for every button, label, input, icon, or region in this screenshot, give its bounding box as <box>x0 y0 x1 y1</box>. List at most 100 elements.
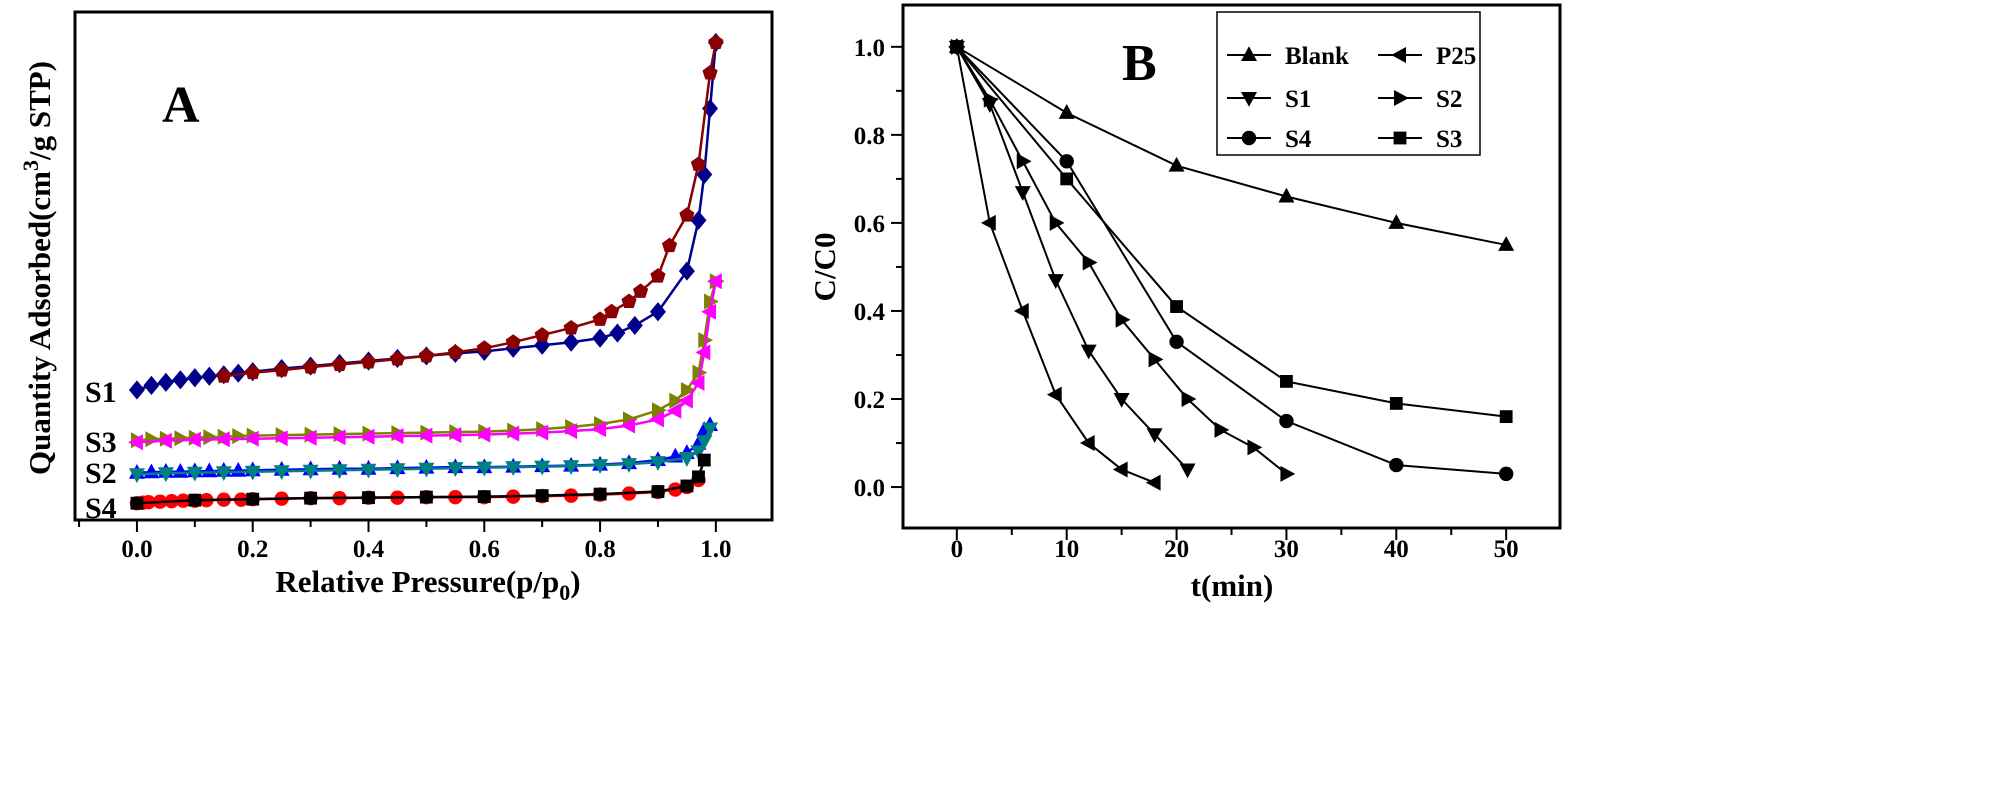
chart-b-legend: Blank P25 S1 S2 S4 S3 <box>1216 11 1481 156</box>
data-point <box>505 334 521 349</box>
series-s2 <box>950 38 1296 482</box>
legend-marker <box>1241 130 1257 146</box>
data-point <box>1170 300 1183 313</box>
data-point <box>301 429 317 446</box>
data-point <box>186 431 201 448</box>
data-point <box>1389 397 1403 410</box>
data-point <box>1389 457 1404 473</box>
legend-label: Blank <box>1285 43 1349 70</box>
legend-label: S1 <box>1285 86 1311 113</box>
series-s3 <box>950 40 1513 424</box>
legend-item-s4: S4 <box>1227 126 1312 153</box>
data-point <box>707 273 722 290</box>
data-point <box>215 466 232 482</box>
legend-marker <box>1394 90 1409 106</box>
data-point <box>128 380 145 400</box>
data-point <box>563 460 580 475</box>
x-tick-label: 20 <box>1164 536 1189 563</box>
series-s4-circle <box>129 472 706 511</box>
y-tick-label: 1.0 <box>854 35 885 62</box>
data-point <box>563 332 580 352</box>
data-point <box>186 466 203 482</box>
data-point <box>651 485 665 498</box>
series-line <box>955 46 1155 484</box>
chart-b-ticks: 0 10 20 30 40 50 0.0 0.2 0.4 0.6 0.8 1.0 <box>854 35 1519 563</box>
data-point <box>1280 465 1296 482</box>
data-point <box>389 350 406 366</box>
data-point <box>418 347 434 363</box>
data-point <box>360 463 377 479</box>
legend-item-s2: S2 <box>1378 86 1462 113</box>
data-point <box>592 459 609 474</box>
data-point <box>1278 187 1295 203</box>
data-point <box>476 461 493 477</box>
data-point <box>1179 463 1196 479</box>
chart-b: 0 10 20 30 40 50 0.0 0.2 0.4 0.6 0.8 1.0 B t(min) C… <box>807 3 1562 603</box>
data-point <box>593 487 607 501</box>
data-point <box>172 370 189 390</box>
data-point <box>649 456 666 471</box>
y-tick-label: 0.8 <box>854 123 885 150</box>
data-point <box>701 303 717 320</box>
series-s2-triangle-down <box>128 422 719 484</box>
data-point <box>562 423 578 440</box>
y-tick-label: 0.4 <box>854 299 886 326</box>
data-point <box>604 303 620 319</box>
annotation-s1: S1 <box>85 376 117 409</box>
x-tick-label: 0.0 <box>121 536 152 563</box>
x-tick-label: 0.8 <box>584 536 615 563</box>
data-point <box>1145 474 1161 491</box>
data-point <box>626 315 643 336</box>
x-tick-label: 30 <box>1274 536 1299 563</box>
data-point <box>668 482 683 497</box>
legend-item-blank: Blank <box>1227 43 1349 70</box>
data-point <box>708 34 724 49</box>
data-point <box>1115 311 1131 328</box>
data-point <box>1016 153 1032 170</box>
data-point <box>476 340 492 355</box>
data-point <box>188 493 202 507</box>
data-point <box>591 421 607 438</box>
x-tick-label: 1.0 <box>700 536 731 563</box>
data-point <box>1079 435 1095 452</box>
data-point <box>1080 344 1097 360</box>
data-point <box>702 422 719 438</box>
data-point <box>245 364 261 380</box>
data-point <box>1148 351 1164 368</box>
legend-item-s3: S3 <box>1378 126 1462 153</box>
data-point <box>1047 274 1064 289</box>
data-point <box>243 430 259 447</box>
data-point <box>689 374 705 391</box>
y-tick-label: 0.6 <box>854 211 885 238</box>
legend-label: S3 <box>1436 126 1462 153</box>
data-point <box>446 427 462 444</box>
data-point <box>157 432 172 449</box>
annotation-s2: S2 <box>85 457 117 490</box>
data-point <box>1146 428 1163 444</box>
data-point <box>230 363 247 383</box>
data-point <box>1498 466 1514 482</box>
chart-a-x-ticks: 0.0 0.2 0.4 0.6 0.8 1.0 <box>78 520 731 563</box>
data-point <box>1498 236 1515 251</box>
data-point <box>388 428 404 445</box>
data-point <box>389 463 406 478</box>
data-point <box>447 344 463 359</box>
annotation-s3: S3 <box>85 426 117 459</box>
data-point <box>678 261 695 281</box>
data-point <box>273 465 290 481</box>
data-point <box>128 434 143 451</box>
x-tick-label: 0 <box>951 536 964 563</box>
data-point <box>690 156 707 171</box>
legend-label: P25 <box>1436 43 1476 70</box>
data-point <box>272 430 288 447</box>
chart-a-series <box>128 32 725 511</box>
data-point <box>649 411 664 428</box>
data-point <box>620 417 636 434</box>
chart-a: 0.0 0.2 0.4 0.6 0.8 1.0 A S1 S3 S2 S4 Relativ… <box>18 10 774 605</box>
data-point <box>702 64 718 80</box>
legend-frame <box>1216 11 1481 156</box>
data-point <box>417 427 433 444</box>
data-point <box>330 429 346 446</box>
legend-marker <box>1241 46 1257 61</box>
